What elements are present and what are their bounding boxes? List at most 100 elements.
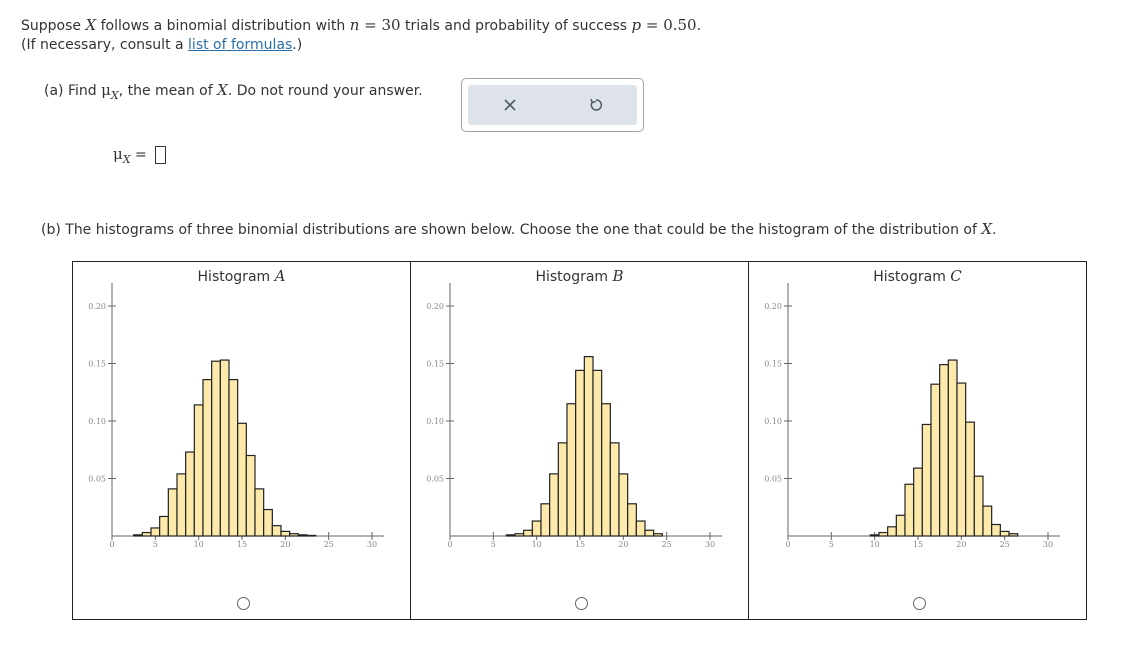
histogram-bar [237, 422, 247, 537]
histogram-c-radio[interactable] [913, 597, 926, 610]
formula-note: (If necessary, consult a list of formula… [21, 37, 302, 53]
x-tick-label: 5 [153, 540, 158, 549]
equals-sign: = [130, 147, 147, 163]
histogram-bar [904, 483, 915, 537]
reset-button[interactable] [584, 93, 608, 117]
question-intro-3: trials and probability of success [400, 18, 632, 34]
histogram-bar [167, 488, 178, 537]
histogram-bar [540, 503, 551, 537]
part-a-mid: , the mean of [118, 83, 218, 99]
histogram-bar [982, 505, 993, 537]
histogram-bar [575, 369, 585, 537]
x-tick-label: 10 [870, 540, 880, 549]
histogram-bar [999, 530, 1010, 537]
answer-label: μX = [113, 145, 147, 166]
histogram-title-word: Histogram [197, 269, 275, 285]
histogram-bar [895, 514, 906, 537]
p-symbol: p [631, 16, 642, 34]
histogram-panel-a: Histogram A 0.05 0.10 0.15 0.20 0 5 10 15 20 25 30 [72, 261, 411, 620]
y-tick-label: 0.20 [426, 302, 444, 311]
histogram-a-radio[interactable] [237, 597, 250, 610]
histogram-title: Histogram B [411, 267, 748, 285]
x-tick-label: 25 [662, 540, 672, 549]
question-period: . [696, 18, 702, 34]
y-tick-label: 0.05 [426, 475, 444, 484]
y-tick-label: 0.10 [764, 417, 782, 426]
histogram-bar [549, 473, 559, 537]
histogram-title: Histogram A [73, 267, 410, 285]
x-tick-label: 25 [324, 540, 334, 549]
histogram-bar [150, 527, 161, 537]
histogram-bar [176, 473, 187, 537]
histogram-bar [280, 530, 291, 537]
part-a-prompt: (a) Find μX, the mean of X. Do not round… [44, 81, 423, 102]
x-tick-label: 30 [705, 540, 715, 549]
variable-x: X [85, 16, 97, 34]
histogram-bar [618, 473, 629, 537]
histogram-bar [271, 525, 282, 537]
histogram-bar [219, 359, 230, 537]
histogram-bar [609, 442, 620, 537]
x-tick-label: 25 [1000, 540, 1010, 549]
mu-subscript: X [110, 88, 119, 102]
part-b-label: (b) The histograms of three binomial dis… [41, 222, 982, 238]
histogram-bar [653, 533, 663, 537]
x-tick-label: 20 [618, 540, 628, 549]
histogram-bar [973, 475, 984, 537]
x-tick-label: 15 [237, 540, 247, 549]
x-tick-label: 5 [829, 540, 834, 549]
variable-x: X [981, 220, 993, 238]
histogram-title-letter: B [612, 267, 624, 285]
part-b-prompt: (b) The histograms of three binomial dis… [41, 220, 997, 238]
histogram-bar [583, 355, 594, 537]
histogram-bar [947, 359, 958, 537]
y-tick-label: 0.15 [764, 360, 782, 369]
variable-x: X [217, 81, 228, 99]
histogram-bar [930, 383, 941, 537]
histogram-bar [297, 534, 308, 537]
histogram-title: Histogram C [749, 267, 1086, 285]
part-a-label: (a) Find [44, 83, 102, 99]
histogram-bar [159, 515, 169, 537]
histogram-title-letter: C [950, 267, 962, 285]
y-tick-label: 0.05 [764, 475, 782, 484]
clear-button[interactable] [498, 93, 522, 117]
histogram-bar [133, 534, 143, 537]
mean-answer-input[interactable] [155, 146, 166, 164]
histogram-bar [627, 503, 637, 537]
formula-note-post: .) [292, 37, 303, 53]
histogram-bar [991, 523, 1001, 537]
histogram-panel-b: Histogram B 0.05 0.10 0.15 0.20 0 5 10 15 20 25 30 [410, 261, 749, 620]
y-tick-label: 0.10 [88, 417, 106, 426]
y-tick-label: 0.20 [764, 302, 782, 311]
p-value: = 0.50 [641, 16, 697, 34]
part-b-period: . [992, 222, 997, 238]
x-tick-label: 0 [109, 540, 114, 549]
histogram-bar [505, 534, 516, 537]
question-intro: Suppose [21, 18, 86, 34]
y-tick-label: 0.15 [88, 360, 106, 369]
histogram-bar [211, 360, 221, 537]
histogram-bar [193, 404, 204, 537]
histogram-b-radio[interactable] [575, 597, 588, 610]
y-tick-label: 0.05 [88, 475, 106, 484]
x-tick-label: 20 [280, 540, 290, 549]
histogram-bar [254, 488, 265, 537]
formula-note-pre: (If necessary, consult a [21, 37, 189, 53]
part-a-post: . Do not round your answer. [227, 83, 423, 99]
histogram-bar [289, 533, 299, 537]
n-value: = 30 [359, 16, 401, 34]
formulas-link[interactable]: list of formulas [188, 37, 293, 53]
histogram-bar [557, 442, 568, 537]
histogram-bar [263, 508, 273, 537]
histogram-bar [141, 531, 152, 537]
question-text: Suppose X follows a binomial distributio… [21, 16, 701, 34]
histogram-title-word: Histogram [873, 269, 951, 285]
histogram-panel-c: Histogram C 0.05 0.10 0.15 0.20 0 5 10 15 20 25 30 [748, 261, 1087, 620]
histogram-bar [531, 520, 542, 537]
x-tick-label: 20 [956, 540, 966, 549]
y-tick-label: 0.10 [426, 417, 444, 426]
histogram-bar [965, 421, 975, 537]
y-tick-label: 0.20 [88, 302, 106, 311]
histogram-bar [202, 378, 213, 537]
